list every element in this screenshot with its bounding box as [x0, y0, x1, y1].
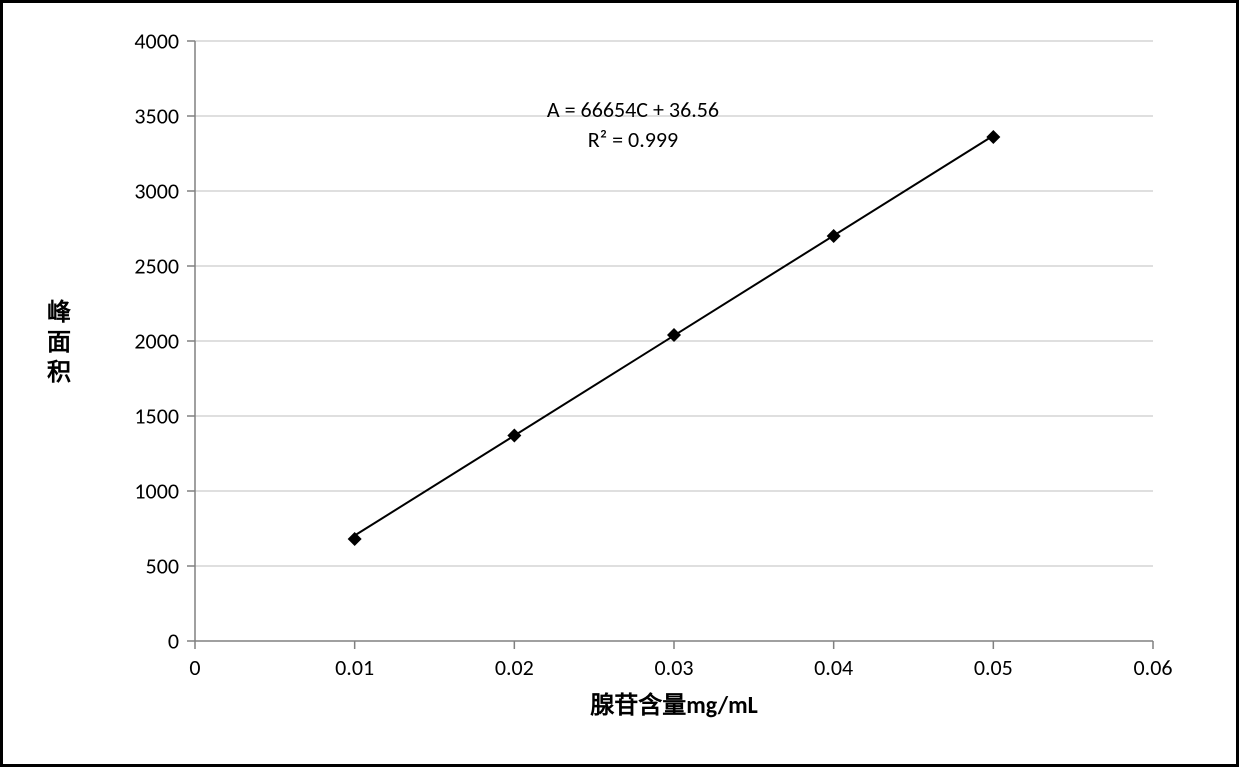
- chart-svg: 0 0.01 0.02 0.03 0.04 0.05 0.06 0 500 1000 1500 200…: [3, 3, 1236, 764]
- y-axis-label-char: 面: [47, 328, 71, 357]
- y-tick-label: 3500: [134, 103, 179, 130]
- y-tick-label: 2500: [134, 253, 179, 280]
- y-tick-label: 500: [146, 553, 179, 580]
- x-tick-label: 0.03: [654, 654, 693, 681]
- data-point-marker: [667, 328, 681, 342]
- x-axis-label: 腺苷含量mg/mL: [590, 691, 758, 720]
- x-tick-label: 0.02: [495, 654, 534, 681]
- y-tick-label: 3000: [134, 178, 179, 205]
- data-point-marker: [986, 130, 1000, 144]
- data-point-marker: [507, 429, 521, 443]
- y-axis-label-char: 积: [47, 358, 71, 387]
- r-squared-annotation: R² = 0.999: [588, 126, 678, 153]
- y-tick-label: 1500: [134, 403, 179, 430]
- y-tick-label: 1000: [134, 478, 179, 505]
- y-tick-label: 0: [168, 628, 179, 655]
- equation-annotation: A = 66654C + 36.56: [547, 96, 719, 123]
- y-tick-label: 2000: [134, 328, 179, 355]
- x-tick-label: 0.05: [974, 654, 1013, 681]
- x-tick-label: 0: [189, 654, 200, 681]
- x-tick-label: 0.06: [1133, 654, 1172, 681]
- x-tick-label: 0.01: [335, 654, 374, 681]
- data-point-marker: [348, 532, 362, 546]
- y-axis-label-char: 峰: [47, 298, 71, 327]
- chart-frame: 0 0.01 0.02 0.03 0.04 0.05 0.06 0 500 1000 1500 200…: [0, 0, 1239, 767]
- data-point-marker: [827, 229, 841, 243]
- x-tick-label: 0.04: [814, 654, 853, 681]
- y-tick-label: 4000: [134, 28, 179, 55]
